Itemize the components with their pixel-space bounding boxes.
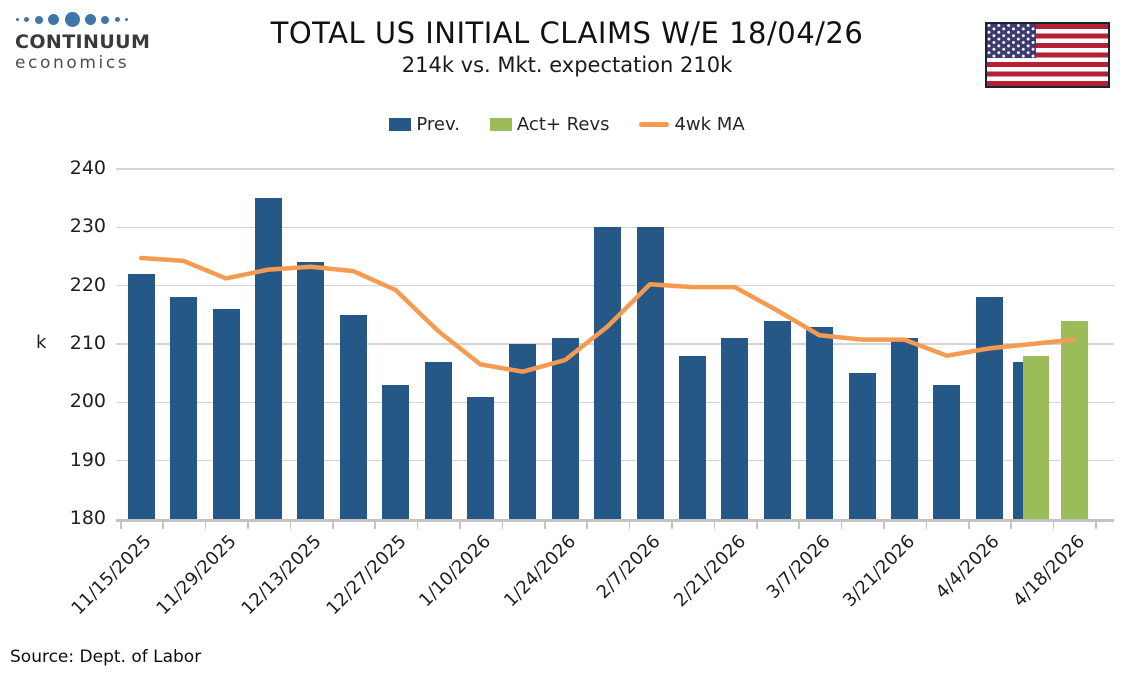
x-tick-label: 12/27/2025 [322, 531, 411, 620]
gridline [116, 168, 1114, 170]
logo-dots-icon [16, 11, 128, 28]
bar-act [1023, 355, 1050, 519]
us-flag-canton [987, 24, 1036, 58]
bar-prev [806, 326, 834, 519]
x-tick-label: 3/7/2026 [762, 531, 835, 604]
bar-prev [636, 227, 664, 519]
continuum-logo: CONTINUUM economics [15, 11, 151, 73]
x-axis-tick [332, 519, 334, 529]
chart-title: TOTAL US INITIAL CLAIMS W/E 18/04/26 [270, 16, 864, 50]
logo-text-continuum: CONTINUUM [15, 31, 151, 53]
y-tick-label: 230 [69, 215, 106, 238]
x-tick-label: 1/24/2026 [499, 531, 581, 612]
x-axis-line [116, 519, 1114, 522]
legend-item-prev: Prev. [389, 114, 460, 135]
x-axis-tick [247, 519, 249, 529]
x-axis-tick [628, 519, 631, 529]
title-block: TOTAL US INITIAL CLAIMS W/E 18/04/26 214… [0, 16, 1134, 77]
x-axis-tick [416, 519, 419, 529]
x-axis-tick [544, 519, 546, 529]
x-axis-tick [289, 519, 292, 529]
y-tick-label: 210 [69, 332, 106, 354]
bar-prev [678, 355, 706, 519]
chart-subtitle: 214k vs. Mkt. expectation 210k [401, 53, 733, 77]
bar-prev [848, 373, 876, 519]
legend-label-act-revs: Act+ Revs [516, 114, 610, 135]
x-axis-tick [586, 519, 588, 529]
x-tick-label: 2/7/2026 [592, 531, 665, 604]
x-tick-label: 4/4/2026 [932, 531, 1005, 604]
source-note: Source: Dept. of Labor [10, 647, 202, 667]
x-axis-tick [501, 519, 504, 529]
bar-prev [509, 344, 537, 519]
legend-label-4wk-ma: 4wk MA [674, 114, 745, 135]
legend-swatch-prev [389, 118, 412, 131]
legend-swatch-act-revs [489, 118, 512, 131]
bar-prev [975, 297, 1003, 519]
x-axis-tick [713, 519, 716, 529]
x-axis-tick [162, 519, 164, 529]
x-tick-label: 4/18/2026 [1008, 531, 1089, 612]
y-tick-label: 240 [69, 157, 106, 179]
bar-prev [933, 384, 961, 519]
x-axis-tick [374, 519, 376, 529]
x-axis-tick [840, 519, 843, 529]
claims-chart: 180 190 200 210 220 230 240 k 11/15/2025 11/29/20… [0, 150, 1134, 650]
x-axis-tick [968, 519, 970, 529]
bar-prev [339, 314, 367, 519]
us-flag-icon [985, 22, 1110, 88]
bar-act [1060, 320, 1088, 519]
bar-prev [763, 320, 791, 519]
x-axis-tick [798, 519, 800, 529]
gridline [116, 226, 1114, 228]
y-axis-title: k [36, 332, 47, 353]
x-tick-label: 12/13/2025 [237, 531, 326, 620]
legend-item-4wk-ma: 4wk MA [639, 114, 745, 135]
bar-prev [127, 274, 155, 519]
x-axis-tick [1010, 519, 1012, 529]
bar-prev [1013, 361, 1024, 519]
x-axis-tick [204, 519, 207, 529]
logo-text-economics: economics [15, 53, 130, 73]
bar-prev [212, 309, 240, 519]
bar-prev [382, 384, 410, 519]
legend-swatch-4wk-ma [639, 122, 670, 127]
chart-legend: Prev. Act+ Revs 4wk MA [0, 114, 1134, 135]
bar-prev [424, 361, 452, 519]
bar-prev [466, 396, 494, 519]
bar-prev [170, 297, 198, 519]
x-axis-tick [1052, 519, 1055, 529]
bar-prev [297, 262, 325, 519]
y-tick-label: 190 [69, 448, 106, 471]
x-axis-tick [671, 519, 673, 529]
x-axis-tick [756, 519, 758, 529]
bar-prev [890, 338, 918, 519]
x-axis-tick [459, 519, 461, 529]
x-tick-label: 3/21/2026 [839, 531, 920, 612]
x-tick-label: 11/29/2025 [152, 531, 241, 620]
y-tick-label: 180 [69, 507, 106, 529]
x-tick-label: 1/10/2026 [415, 531, 496, 612]
x-axis-tick [1095, 519, 1097, 529]
bar-prev [551, 338, 579, 519]
y-tick-label: 220 [69, 273, 106, 296]
bar-prev [721, 338, 749, 519]
x-tick-label: 2/21/2026 [669, 531, 750, 612]
x-axis-tick [925, 519, 928, 529]
y-tick-label: 200 [69, 390, 106, 413]
bar-prev [594, 227, 622, 519]
legend-label-prev: Prev. [416, 114, 460, 135]
legend-item-act-revs: Act+ Revs [489, 114, 610, 135]
x-axis-tick [883, 519, 885, 529]
bar-prev [254, 198, 282, 519]
x-tick-label: 11/15/2025 [67, 531, 157, 620]
x-axis-tick [120, 519, 122, 529]
